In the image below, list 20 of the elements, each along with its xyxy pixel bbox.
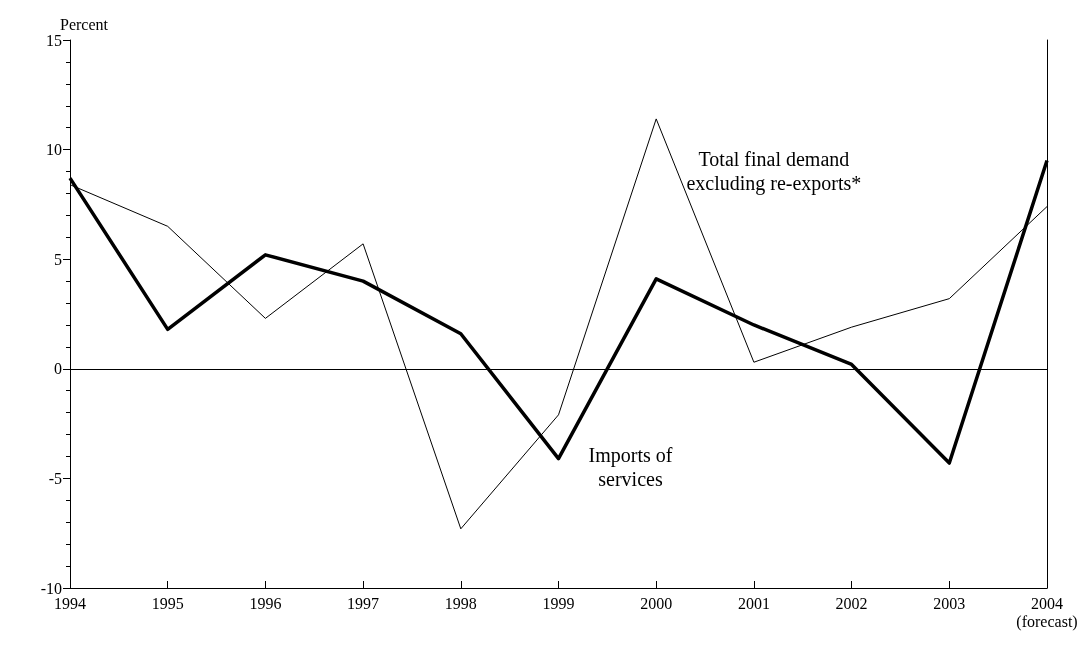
x-tick-label: 2000 xyxy=(640,594,673,612)
x-tick-label: 2002 xyxy=(835,594,868,612)
x-tick-label: 2004 (forecast) xyxy=(1016,594,1078,631)
series-label: Imports of services xyxy=(588,443,673,490)
y-tick-label: 5 xyxy=(54,250,62,268)
y-axis-title: Percent xyxy=(60,15,109,33)
y-tick-label: -10 xyxy=(40,579,62,597)
x-tick-label: 2003 xyxy=(933,594,966,612)
x-tick-label: 1999 xyxy=(542,594,575,612)
x-tick-label: 1998 xyxy=(444,594,477,612)
x-tick-label: 1995 xyxy=(151,594,184,612)
series-label: Total final demand excluding re-exports* xyxy=(686,148,862,196)
y-tick-label: 0 xyxy=(54,360,62,378)
y-tick-label: -5 xyxy=(48,469,62,487)
y-tick-label: 15 xyxy=(46,31,62,49)
y-tick-label: 10 xyxy=(46,141,62,159)
x-tick-label: 1994 xyxy=(54,594,86,612)
x-tick-label: 1997 xyxy=(347,594,380,612)
x-tick-label: 2001 xyxy=(737,594,770,612)
x-tick-label: 1996 xyxy=(249,594,282,612)
